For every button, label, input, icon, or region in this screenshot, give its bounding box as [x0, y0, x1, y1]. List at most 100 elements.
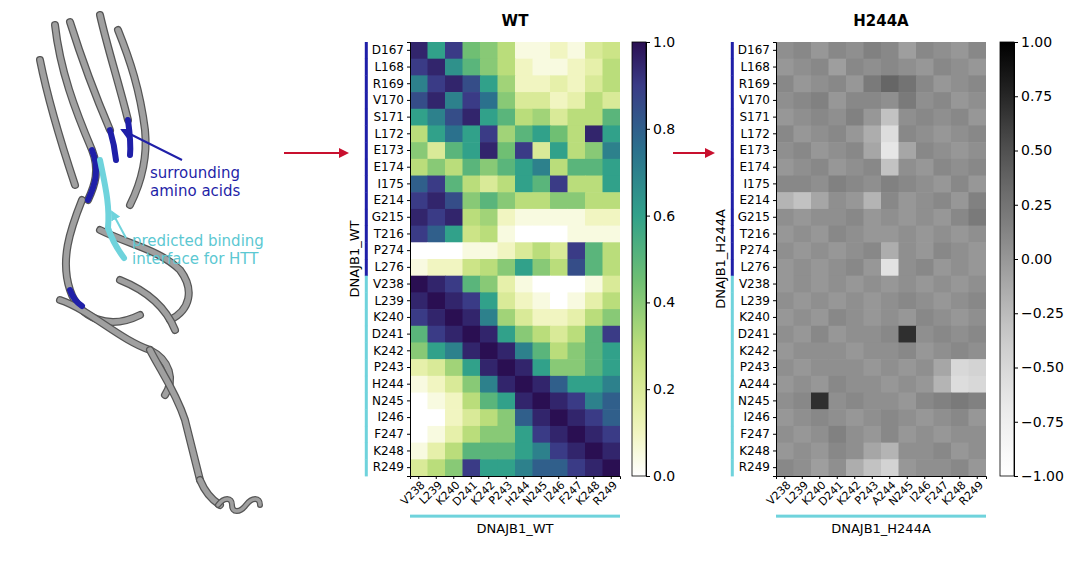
heatmap-cell: [899, 409, 917, 426]
heatmap-cell: [533, 342, 551, 359]
row-group-bar: [731, 359, 734, 376]
heatmap-cell: [934, 259, 952, 276]
heatmap-cell: [603, 242, 621, 259]
heatmap-cell: [463, 176, 481, 193]
heatmap-cell: [811, 342, 829, 359]
heatmap-cell: [428, 342, 446, 359]
heatmap-cell: [829, 359, 847, 376]
heatmap-cell: [463, 342, 481, 359]
heatmap-cell: [846, 426, 864, 443]
heatmap-cell: [428, 259, 446, 276]
y-tick-label: E173: [374, 143, 405, 157]
heatmap-cell: [776, 109, 794, 126]
heatmap-cell: [864, 276, 882, 293]
heatmap-cell: [811, 226, 829, 243]
y-tick: V170: [373, 93, 410, 107]
heatmap-cell: [899, 359, 917, 376]
heatmap-cell: [916, 59, 934, 76]
y-tick: D241: [738, 327, 776, 341]
heatmap-cell: [776, 159, 794, 176]
heatmap-cell: [498, 292, 516, 309]
tick-mark: [407, 367, 410, 368]
heatmap-cell: [498, 209, 516, 226]
heatmap-cell: [480, 142, 498, 159]
heatmap-cell: [846, 359, 864, 376]
tick-mark: [773, 300, 776, 301]
heatmap-cell: [951, 176, 969, 193]
heatmap-cell: [410, 376, 428, 393]
heatmap-cell: [811, 276, 829, 293]
colorbar-tick: 0.4: [646, 294, 675, 310]
heatmap-cell: [463, 443, 481, 460]
ribbon-edge: [66, 200, 140, 322]
heatmap-cell: [776, 326, 794, 343]
y-tick: E174: [374, 160, 411, 174]
heatmap-cell: [776, 142, 794, 159]
heatmap-cell: [463, 393, 481, 410]
tick-mark: [471, 476, 472, 479]
y-tick-label: E214: [740, 193, 771, 207]
heatmap-cell: [568, 426, 586, 443]
heatmap-cell: [899, 459, 917, 476]
heatmap-cell: [811, 142, 829, 159]
tick-mark: [773, 267, 776, 268]
heatmap-cell: [410, 292, 428, 309]
heatmap-cell: [463, 259, 481, 276]
heatmap-cell: [934, 109, 952, 126]
heatmap-cell: [969, 342, 987, 359]
colorbar-tick-label: −0.50: [1021, 359, 1064, 375]
heatmap-cell: [585, 109, 603, 126]
heatmap-cell: [463, 326, 481, 343]
heatmap-cell: [776, 192, 794, 209]
y-tick: A244: [739, 377, 776, 391]
heatmap-cell: [864, 192, 882, 209]
heatmap-cell: [445, 42, 463, 59]
heatmap-cell: [410, 443, 428, 460]
heatmap-cell: [463, 242, 481, 259]
heatmap-cell: [550, 359, 568, 376]
heatmap-cell: [585, 226, 603, 243]
heatmap-cell: [881, 92, 899, 109]
heatmap-cell: [916, 159, 934, 176]
heatmap-cell: [794, 409, 812, 426]
y-tick-label: V238: [373, 277, 404, 291]
heatmap-cell: [846, 142, 864, 159]
heatmap-cell: [776, 443, 794, 460]
y-tick: V238: [739, 277, 776, 291]
heatmap-cell: [969, 75, 987, 92]
tick-mark: [773, 317, 776, 318]
row-group-bar: [731, 393, 734, 410]
colorbar-tick-label: 0.75: [1021, 88, 1052, 104]
tick-mark: [1014, 42, 1018, 43]
tick-mark: [1014, 96, 1018, 97]
heatmap-cell: [811, 359, 829, 376]
heatmap-cell: [498, 192, 516, 209]
heatmap-panel: H244AD167L168R169V170S171L172E173E174I17…: [713, 12, 1064, 536]
heatmap-cell: [899, 259, 917, 276]
heatmap-cell: [568, 409, 586, 426]
heatmap-cell: [829, 342, 847, 359]
heatmap-cell: [550, 393, 568, 410]
heatmap-cell: [585, 259, 603, 276]
heatmap-cell: [445, 192, 463, 209]
heatmap-cell: [951, 376, 969, 393]
heatmap-cell: [811, 376, 829, 393]
heatmap-cell: [969, 376, 987, 393]
heatmap-cell: [550, 309, 568, 326]
heatmap-cell: [899, 226, 917, 243]
y-tick-label: V170: [373, 93, 404, 107]
heatmap-cell: [899, 159, 917, 176]
heatmap-cell: [463, 92, 481, 109]
heatmap-cell: [951, 259, 969, 276]
y-tick: R169: [373, 77, 410, 91]
heatmap-cell: [515, 192, 533, 209]
heatmap-cell: [603, 359, 621, 376]
heatmap-cell: [846, 276, 864, 293]
y-tick: F247: [374, 427, 410, 441]
tick-mark: [407, 183, 410, 184]
heatmap-cell: [951, 192, 969, 209]
heatmap-cell: [603, 342, 621, 359]
heatmap-cell: [951, 42, 969, 59]
heatmap-cell: [934, 376, 952, 393]
heatmap-cell: [864, 426, 882, 443]
